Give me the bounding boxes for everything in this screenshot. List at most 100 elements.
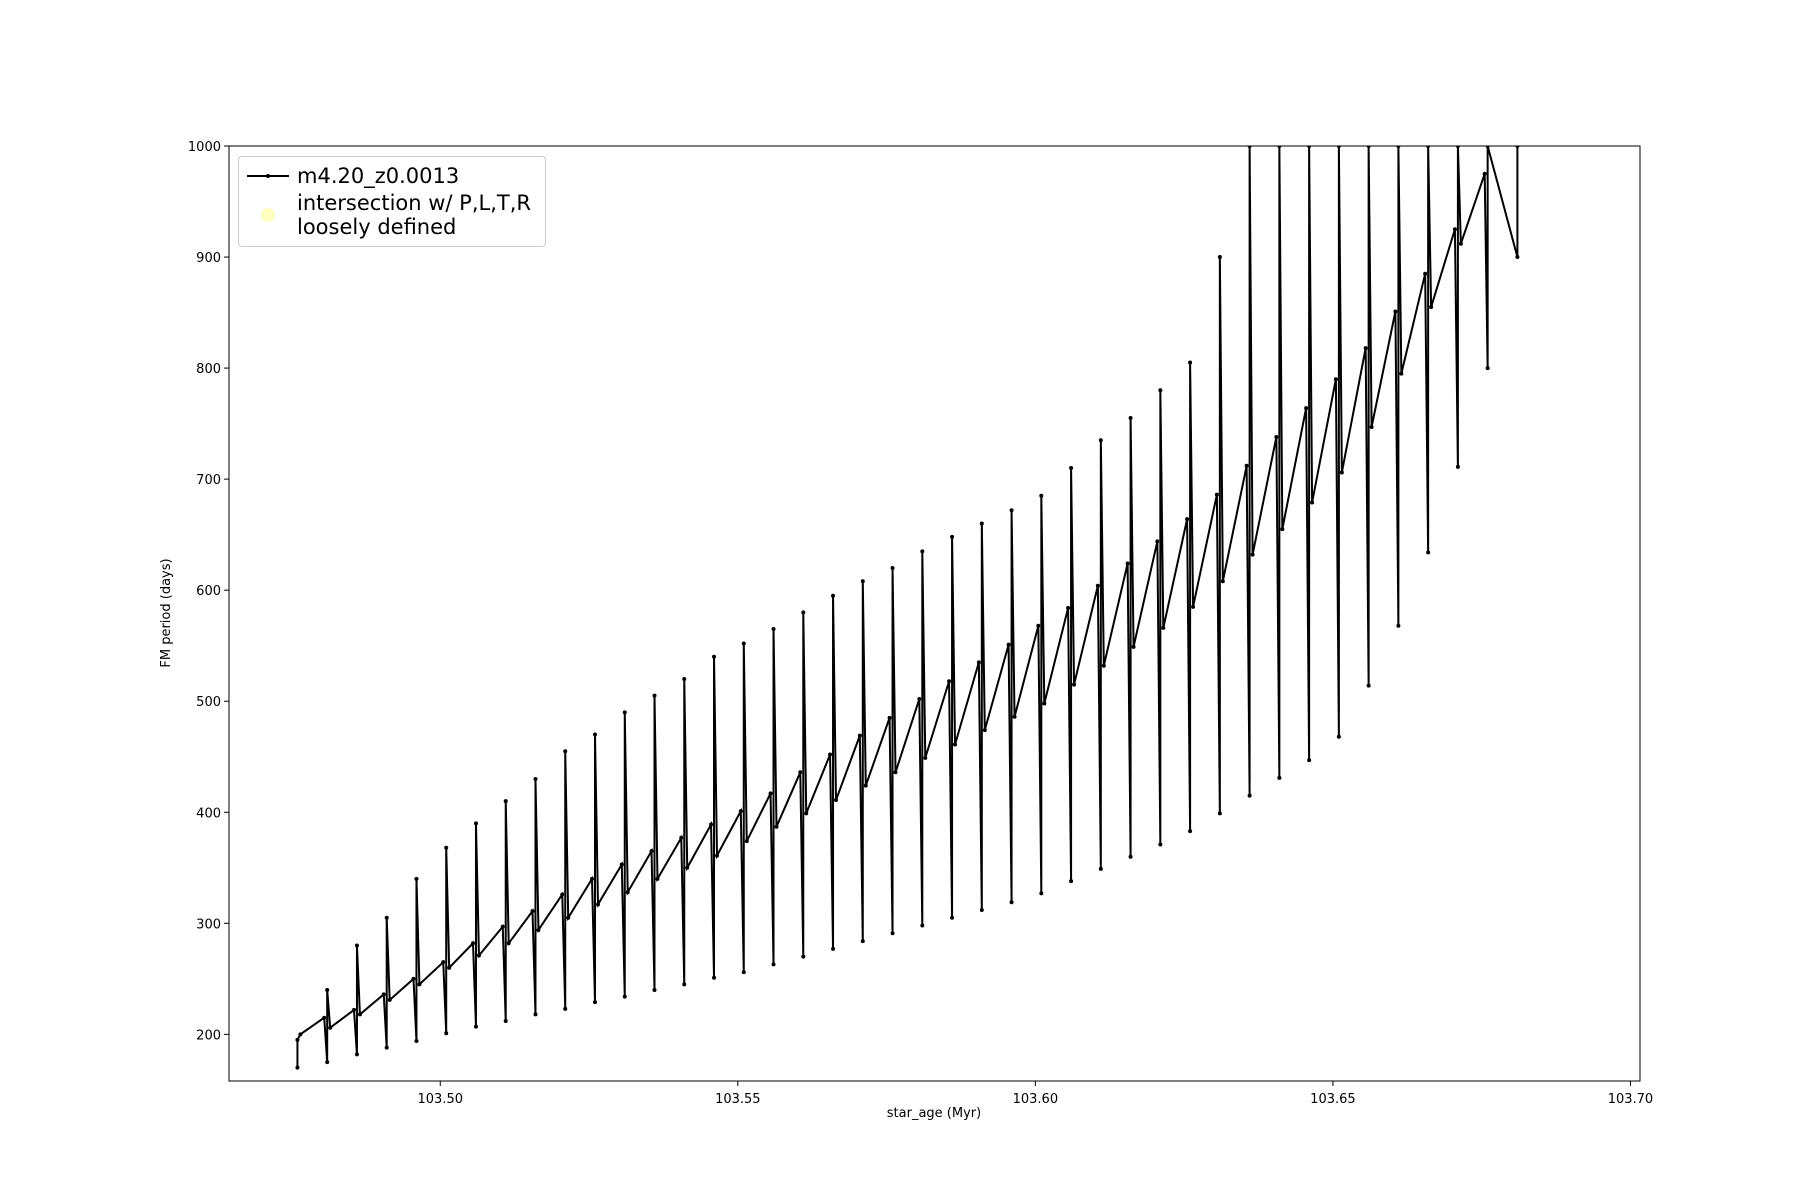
data-point [295, 1037, 300, 1042]
data-point [950, 915, 955, 920]
data-point [828, 752, 833, 757]
x-tick-label: 103.70 [1608, 1092, 1654, 1107]
data-point [1515, 255, 1520, 260]
x-axis-label: star_age (Myr) [887, 1106, 981, 1121]
data-point [1155, 539, 1160, 544]
data-point [976, 660, 981, 665]
legend-label: m4.20_z0.0013 [297, 164, 460, 188]
data-point [685, 865, 690, 870]
data-point [890, 931, 895, 936]
data-point [1069, 466, 1074, 471]
y-tick-label: 300 [196, 917, 221, 932]
y-tick-label: 900 [196, 251, 221, 266]
x-tick-label: 103.65 [1310, 1092, 1356, 1107]
data-point [1006, 642, 1011, 647]
data-point [1009, 900, 1014, 905]
data-point [560, 892, 565, 897]
data-point [622, 994, 627, 999]
data-point [1220, 579, 1225, 584]
legend: m4.20_z0.0013 intersection w/ P,L,T,R loo… [238, 156, 546, 247]
data-point [1161, 625, 1166, 630]
data-point [1339, 470, 1344, 475]
data-point [890, 565, 895, 570]
data-point [950, 534, 955, 539]
data-point [738, 809, 743, 814]
plot-area [295, 146, 1520, 1070]
data-point [1185, 517, 1190, 522]
data-point [1095, 583, 1100, 588]
data-point [530, 909, 535, 914]
data-point [473, 1024, 478, 1029]
data-point [500, 924, 505, 929]
data-point [506, 941, 511, 946]
data-point [768, 791, 773, 796]
data-point [351, 1007, 356, 1012]
data-point [831, 946, 836, 951]
data-point [917, 697, 922, 702]
data-point [774, 824, 779, 829]
data-point [1310, 500, 1315, 505]
data-point [1250, 552, 1255, 557]
data-point [357, 1012, 362, 1017]
data-point [381, 992, 386, 997]
data-point [804, 811, 809, 816]
data-point [298, 1032, 303, 1037]
data-point [325, 1060, 330, 1065]
y-tick-label: 1000 [188, 140, 221, 155]
data-point [411, 976, 416, 981]
data-point [563, 1006, 568, 1011]
data-point [1458, 241, 1463, 246]
data-point [473, 821, 478, 826]
data-point [1188, 829, 1193, 834]
data-point [923, 755, 928, 760]
data-point [1072, 682, 1077, 687]
legend-marker [266, 174, 270, 178]
data-point [1191, 604, 1196, 609]
data-point [1128, 416, 1133, 421]
data-point [1042, 701, 1047, 706]
data-point [1333, 377, 1338, 382]
data-point [1009, 508, 1014, 513]
data-point [1304, 406, 1309, 411]
data-point [1247, 793, 1252, 798]
data-point [682, 982, 687, 987]
data-point [1399, 371, 1404, 376]
data-point [384, 1045, 389, 1050]
legend-key [247, 174, 289, 178]
data-point [387, 997, 392, 1002]
data-point [857, 733, 862, 738]
data-point [1336, 734, 1341, 739]
data-point [470, 941, 475, 946]
x-tick-label: 103.50 [418, 1092, 464, 1107]
data-point [744, 839, 749, 844]
data-point [834, 798, 839, 803]
data-point [328, 1025, 333, 1030]
data-point [444, 1031, 449, 1036]
data-point [712, 975, 717, 980]
data-point [1188, 360, 1193, 365]
y-tick-label: 500 [196, 695, 221, 710]
data-point [947, 679, 952, 684]
data-point [652, 987, 657, 992]
data-point [1012, 714, 1017, 719]
data-point [1125, 561, 1130, 566]
data-point [1217, 255, 1222, 260]
data-point [533, 1012, 538, 1017]
data-point [444, 845, 449, 850]
data-point [798, 770, 803, 775]
data-point [1066, 605, 1071, 610]
data-point [1217, 811, 1222, 816]
data-point [1423, 271, 1428, 276]
data-point [979, 907, 984, 912]
data-point [1158, 842, 1163, 847]
data-point [563, 749, 568, 754]
data-point [887, 715, 892, 720]
data-point [625, 890, 630, 895]
data-point [920, 923, 925, 928]
x-tick-label: 103.55 [715, 1092, 761, 1107]
data-point [741, 970, 746, 975]
data-point [354, 943, 359, 948]
data-point [771, 962, 776, 967]
